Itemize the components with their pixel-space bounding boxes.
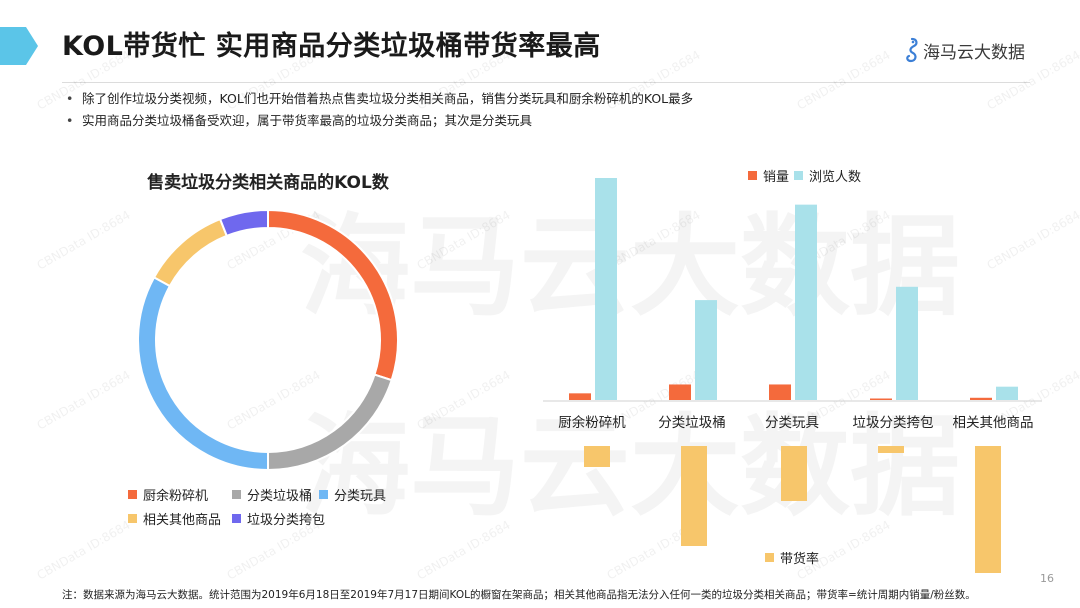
legend-item-views: 浏览人数 bbox=[794, 166, 861, 185]
legend-swatch bbox=[128, 490, 137, 499]
legend-label: 销量 bbox=[763, 170, 790, 185]
bar-conversion-rate bbox=[681, 446, 707, 546]
bar-chart-conversion-rate bbox=[584, 446, 1001, 573]
legend-swatch bbox=[232, 514, 241, 523]
bar-sales bbox=[669, 384, 691, 400]
bar-views bbox=[996, 386, 1018, 400]
bar-conversion-rate bbox=[584, 446, 610, 467]
donut-slice-1 bbox=[267, 208, 399, 382]
bar-sales bbox=[769, 384, 791, 400]
footnote: 注：数据来源为海马云大数据。统计范围为2019年6月18日至2019年7月17日… bbox=[62, 589, 976, 601]
donut-chart bbox=[137, 208, 399, 472]
bullet-item: 除了创作垃圾分类视频，KOL们也开始借着热点售卖垃圾分类相关商品，销售分类玩具和… bbox=[66, 88, 693, 110]
donut-legend-item: 分类玩具 bbox=[319, 485, 386, 504]
header-accent-shape bbox=[0, 27, 38, 65]
logo-text: 海马云大数据 bbox=[923, 42, 1025, 63]
bar-conversion-rate bbox=[781, 446, 807, 501]
legend-swatch bbox=[748, 171, 757, 180]
bar-views bbox=[695, 300, 717, 400]
category-label: 分类垃圾桶 bbox=[658, 415, 726, 431]
bar-sales bbox=[569, 393, 591, 400]
donut-chart-title: 售卖垃圾分类相关商品的KOL数 bbox=[147, 173, 389, 193]
legend-swatch bbox=[232, 490, 241, 499]
legend-label: 垃圾分类挎包 bbox=[247, 513, 326, 528]
legend-label: 带货率 bbox=[780, 552, 820, 567]
donut-slice-2 bbox=[267, 373, 393, 472]
bar-chart-sales-views: 厨余粉碎机 分类垃圾桶 分类玩具 垃圾分类挎包 相关其他商品 bbox=[558, 178, 1034, 431]
page-title: KOL带货忙 实用商品分类垃圾桶带货率最高 bbox=[62, 31, 601, 62]
bar-sales bbox=[970, 397, 992, 400]
donut-legend-item: 垃圾分类挎包 bbox=[232, 509, 325, 528]
page-number: 16 bbox=[1040, 572, 1054, 585]
legend-label: 分类玩具 bbox=[334, 489, 387, 504]
title-divider bbox=[62, 82, 1030, 83]
seahorse-logo-icon bbox=[906, 37, 918, 63]
legend-swatch bbox=[128, 514, 137, 523]
legend-swatch bbox=[765, 553, 774, 562]
category-label: 相关其他商品 bbox=[953, 415, 1034, 431]
bar-sales bbox=[870, 398, 892, 400]
donut-legend-item: 分类垃圾桶 bbox=[232, 485, 312, 504]
donut-slice-4 bbox=[152, 217, 229, 288]
legend-item-sales: 销量 bbox=[748, 166, 789, 185]
bar-views bbox=[896, 286, 918, 400]
bullet-item: 实用商品分类垃圾桶备受欢迎，属于带货率最高的垃圾分类商品；其次是分类玩具 bbox=[66, 110, 693, 132]
legend-label: 浏览人数 bbox=[809, 170, 862, 185]
legend-label: 分类垃圾桶 bbox=[247, 489, 313, 504]
donut-slice-3 bbox=[137, 276, 269, 472]
legend-item-rate: 带货率 bbox=[765, 548, 819, 567]
legend-swatch bbox=[319, 490, 328, 499]
bar-views bbox=[595, 178, 617, 400]
bar-views bbox=[795, 204, 817, 400]
brand-logo: 海马云大数据 bbox=[903, 37, 1025, 63]
category-label: 厨余粉碎机 bbox=[558, 414, 626, 431]
category-label: 分类玩具 bbox=[765, 415, 819, 431]
donut-legend-item: 厨余粉碎机 bbox=[128, 485, 208, 504]
bar-conversion-rate bbox=[975, 446, 1001, 573]
summary-bullets: 除了创作垃圾分类视频，KOL们也开始借着热点售卖垃圾分类相关商品，销售分类玩具和… bbox=[66, 88, 693, 132]
donut-legend-item: 相关其他商品 bbox=[128, 509, 221, 528]
bar-conversion-rate bbox=[878, 446, 904, 453]
legend-label: 厨余粉碎机 bbox=[143, 489, 209, 504]
legend-label: 相关其他商品 bbox=[143, 513, 222, 528]
donut-slice-5 bbox=[218, 208, 269, 238]
category-label: 垃圾分类挎包 bbox=[853, 415, 934, 431]
legend-swatch bbox=[794, 171, 803, 180]
